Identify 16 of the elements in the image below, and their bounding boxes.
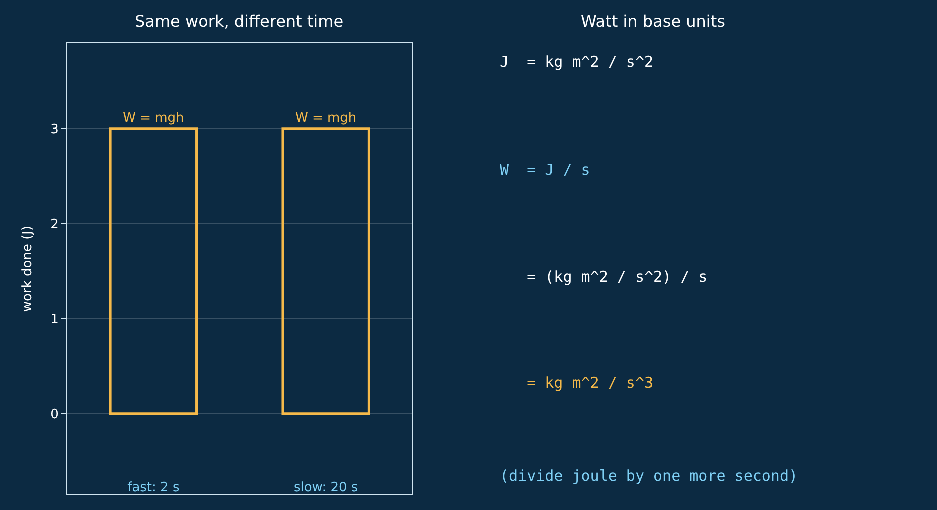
text: J = kg m^2 / s^2 [500, 53, 654, 71]
y-tick-label: 0 [50, 407, 59, 422]
y-tick-label: 2 [50, 217, 59, 232]
text: (divide joule by one more second) [500, 467, 798, 485]
x-tick-label: fast: 2 s [128, 480, 180, 496]
text: = (kg m^2 / s^2) / s [500, 268, 708, 286]
text: W = J / s [500, 161, 590, 179]
data-label: W = mgh [295, 110, 357, 126]
data-label: W = mgh [123, 110, 184, 126]
text: Watt in base units [581, 12, 726, 31]
y-axis-title: work done (J) [20, 226, 36, 312]
text: = kg m^2 / s^3 [500, 374, 654, 392]
chart-title: Same work, different time [135, 12, 344, 31]
y-tick-label: 1 [50, 312, 59, 328]
y-tick-label: 3 [50, 122, 59, 138]
x-tick-label: slow: 20 s [294, 480, 358, 496]
